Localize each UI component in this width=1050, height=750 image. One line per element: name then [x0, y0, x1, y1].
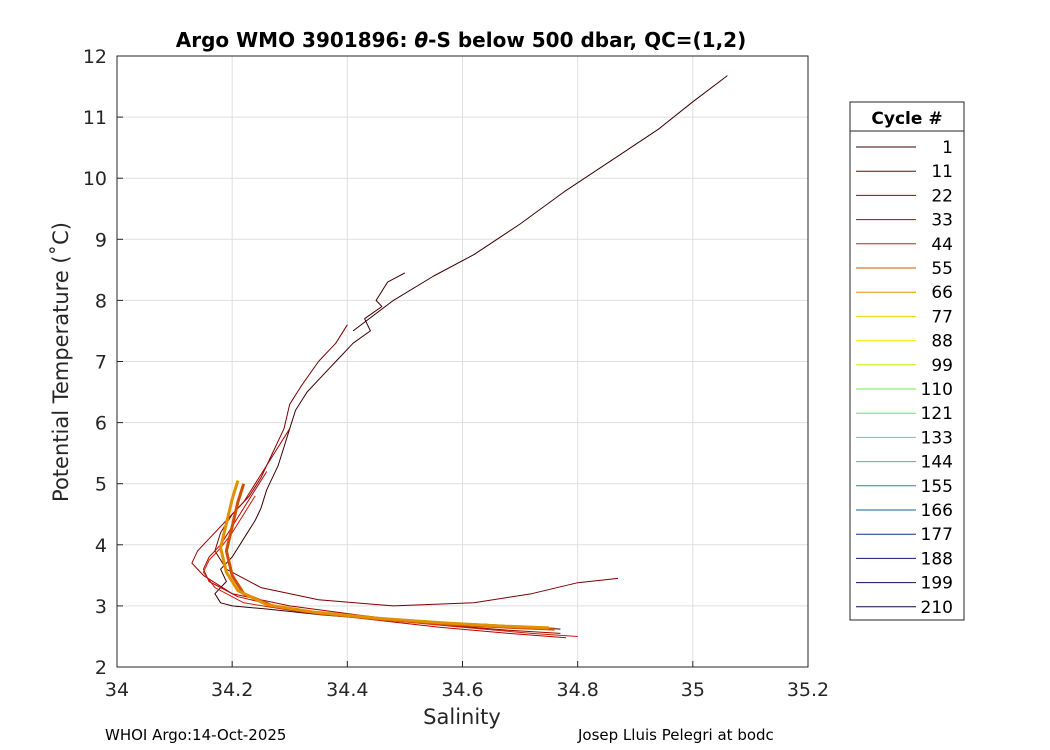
legend-label: 188 — [921, 549, 953, 569]
x-tick-label: 34 — [105, 679, 129, 701]
y-tick-label: 10 — [83, 168, 107, 190]
series-line — [202, 495, 578, 637]
series-line — [202, 471, 567, 639]
y-tick-label: 11 — [83, 107, 107, 129]
y-tick-label: 2 — [95, 657, 107, 679]
legend-label: 1 — [942, 138, 953, 158]
x-axis-label: Salinity — [423, 705, 501, 729]
series-line — [219, 480, 549, 630]
y-tick-label: 6 — [95, 413, 107, 435]
x-tick-label: 35 — [681, 679, 705, 701]
legend-label: 199 — [921, 574, 953, 594]
x-tick-label: 35.2 — [787, 679, 829, 701]
legend-label: 177 — [921, 525, 953, 545]
y-tick-label: 3 — [95, 596, 107, 618]
series-line — [352, 75, 728, 332]
y-tick-label: 7 — [95, 352, 107, 374]
y-tick-label: 9 — [95, 229, 107, 251]
y-tick-label: 8 — [95, 290, 107, 312]
footer-source: WHOI Argo:14-Oct-2025 — [105, 726, 287, 744]
legend-entries: 1112233445566778899110121133144155166177… — [856, 138, 953, 618]
legend-label: 55 — [931, 259, 953, 279]
chart-title: Argo WMO 3901896: θ-S below 500 dbar, QC… — [176, 28, 746, 52]
y-tick-label: 5 — [95, 474, 107, 496]
footer-credit: Josep Lluis Pelegri at bodc — [578, 726, 774, 744]
legend-label: 44 — [931, 235, 953, 255]
series-line — [214, 324, 619, 607]
data-series — [191, 75, 728, 639]
x-tick-label: 34.4 — [326, 679, 368, 701]
legend: Cycle # 11122334455667788991101211331441… — [849, 101, 965, 621]
legend-label: 88 — [931, 332, 953, 352]
x-tick-label: 34.2 — [211, 679, 253, 701]
x-axis-ticks: 34 34.2 34.4 34.6 34.8 35 35.2 — [105, 661, 829, 701]
y-axis-label: Potential Temperature (˚C) — [49, 222, 73, 502]
grid — [116, 55, 809, 668]
legend-label: 144 — [921, 453, 953, 473]
legend-title: Cycle # — [871, 109, 942, 129]
series-line — [191, 428, 561, 634]
y-tick-label: 12 — [83, 46, 107, 68]
y-axis-ticks: 2 3 4 5 6 7 8 9 10 11 12 — [83, 46, 123, 679]
legend-label: 121 — [921, 404, 953, 424]
x-tick-label: 34.6 — [441, 679, 483, 701]
legend-label: 33 — [931, 211, 953, 231]
legend-label: 77 — [931, 307, 953, 327]
legend-label: 133 — [921, 428, 953, 448]
legend-box — [849, 101, 965, 621]
legend-label: 210 — [921, 598, 953, 618]
series-line — [214, 272, 561, 630]
legend-label: 110 — [921, 380, 953, 400]
y-tick-label: 4 — [95, 535, 107, 557]
x-tick-label: 34.8 — [557, 679, 599, 701]
legend-label: 66 — [931, 283, 953, 303]
legend-label: 11 — [931, 162, 953, 182]
legend-label: 155 — [921, 477, 953, 497]
legend-label: 166 — [921, 501, 953, 521]
legend-label: 99 — [931, 356, 953, 376]
legend-label: 22 — [931, 186, 953, 206]
